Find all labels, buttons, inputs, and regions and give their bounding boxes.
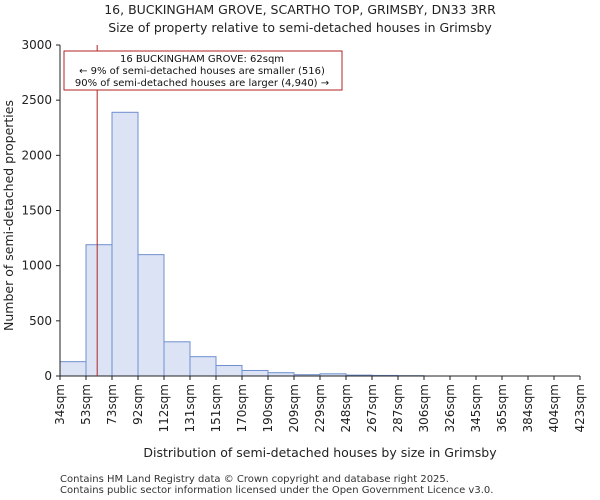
x-tick-label: 345sqm	[469, 384, 483, 432]
x-tick-label: 53sqm	[79, 384, 93, 425]
bars-group	[59, 111, 425, 377]
x-tick-label: 384sqm	[521, 384, 535, 432]
x-tick-label: 267sqm	[365, 384, 379, 432]
y-tick-label: 1500	[21, 204, 52, 218]
x-tick-label: 112sqm	[157, 384, 171, 432]
x-tick-label: 131sqm	[183, 384, 197, 432]
bar	[85, 244, 113, 377]
bar	[59, 361, 87, 377]
bar	[241, 369, 269, 377]
footer-line-2: Contains public sector information licen…	[60, 485, 494, 496]
y-axis-label: Number of semi-detached properties	[1, 100, 16, 331]
y-tick-label: 0	[44, 369, 52, 383]
annotation-line: 16 BUCKINGHAM GROVE: 62sqm	[120, 54, 284, 65]
annotation-line: 90% of semi-detached houses are larger (…	[75, 78, 329, 89]
x-tick-label: 34sqm	[53, 384, 67, 425]
x-axis-label: Distribution of semi-detached houses by …	[143, 445, 497, 460]
bar	[215, 365, 243, 377]
x-tick-label: 287sqm	[391, 384, 405, 432]
x-tick-label: 365sqm	[495, 384, 509, 432]
axes-group: 0 500 1000 1500 2000 2500 3000 34sqm 53sqm 73sqm 9…	[21, 38, 587, 432]
y-tick-label: 3000	[21, 38, 52, 52]
x-tick-label: 229sqm	[313, 384, 327, 432]
x-tick-label: 209sqm	[287, 384, 301, 432]
y-tick-label: 1000	[21, 259, 52, 273]
bar	[137, 254, 165, 377]
annotation-line: ← 9% of semi-detached houses are smaller…	[79, 66, 325, 77]
x-tick-label: 170sqm	[235, 384, 249, 432]
chart-title: 16, BUCKINGHAM GROVE, SCARTHO TOP, GRIMS…	[104, 2, 496, 17]
footer-line-1: Contains HM Land Registry data © Crown c…	[60, 474, 449, 485]
y-tick-label: 500	[29, 314, 52, 328]
x-tick-label: 151sqm	[209, 384, 223, 432]
chart-subtitle: Size of property relative to semi-detach…	[108, 20, 492, 35]
x-tick-label: 190sqm	[261, 384, 275, 432]
annotation-box	[63, 50, 343, 91]
bar	[189, 356, 217, 377]
y-tick-label: 2500	[21, 93, 52, 107]
bar	[111, 111, 139, 377]
x-tick-label: 423sqm	[573, 384, 587, 432]
x-tick-label: 248sqm	[339, 384, 353, 432]
x-tick-label: 306sqm	[417, 384, 431, 432]
marker-group: 16 BUCKINGHAM GROVE: 62sqm← 9% of semi-d…	[63, 45, 343, 376]
bar	[163, 341, 191, 377]
x-tick-label: 73sqm	[105, 384, 119, 425]
x-tick-label: 326sqm	[443, 384, 457, 432]
x-tick-label: 92sqm	[131, 384, 145, 425]
x-tick-label: 404sqm	[547, 384, 561, 432]
y-tick-label: 2000	[21, 148, 52, 162]
